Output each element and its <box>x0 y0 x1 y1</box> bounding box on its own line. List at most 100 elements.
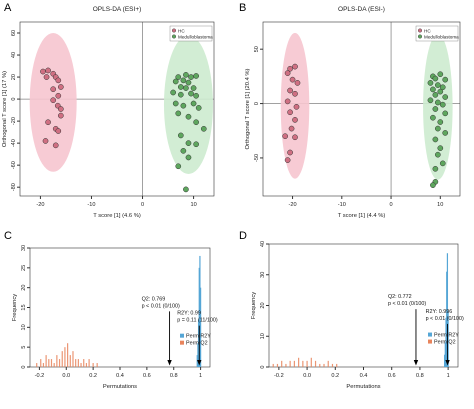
perm-r2y-bar <box>199 255 201 367</box>
medulloblastoma-point <box>177 132 184 139</box>
hc-point <box>287 149 293 156</box>
perm-q2-bar <box>58 359 61 367</box>
perm-q2-bar <box>314 360 317 367</box>
medulloblastoma-point <box>434 151 441 158</box>
x-tick-label: 0.0 <box>303 373 311 379</box>
hc-point <box>292 117 298 123</box>
hc-point <box>284 70 291 76</box>
medulloblastoma-point <box>190 85 197 91</box>
perm-q2-bar <box>298 357 300 367</box>
y-tick-label: 30 <box>260 272 266 278</box>
hc-point <box>289 76 296 83</box>
medulloblastoma-point <box>175 110 182 117</box>
hc-point <box>57 106 64 112</box>
perm-q2-bar <box>302 360 304 367</box>
perm-q2-bar <box>85 363 88 367</box>
perm-q2-bar <box>83 359 85 367</box>
perm-r2y-bar <box>197 343 199 367</box>
legend-marker <box>428 332 432 337</box>
medulloblastoma-point <box>442 94 449 100</box>
x-tick-label: 0 <box>141 202 144 208</box>
y-tick-label: 0 <box>260 365 266 368</box>
hc-point <box>287 87 293 94</box>
medulloblastoma-point <box>434 82 441 88</box>
medulloblastoma-point <box>183 85 189 91</box>
panel-label: B <box>239 2 246 14</box>
medulloblastoma-point <box>437 71 444 78</box>
medulloblastoma-point <box>430 86 436 93</box>
medulloblastoma-point <box>190 100 197 107</box>
perm-q2-bar <box>92 363 94 367</box>
perm-q2-bar <box>80 363 82 367</box>
panel-label: C <box>4 230 12 242</box>
x-axis-label: T score [1] (4.6 %) <box>93 213 141 219</box>
y-tick-label: 40 <box>260 241 266 247</box>
medulloblastoma-point <box>430 182 436 188</box>
medulloblastoma-point <box>427 80 434 86</box>
perm-q2-bar <box>53 363 55 367</box>
y-axis-label: Orthogonal T score [1] (20.4 %) <box>245 68 251 149</box>
y-axis-label: Frequency <box>12 294 18 321</box>
y-tick-label: 10 <box>260 333 266 339</box>
perm-q2-bar <box>336 363 338 367</box>
hc-point <box>282 133 289 140</box>
perm-q2-bar <box>72 351 74 367</box>
legend-label: Perm Q2 <box>434 339 456 345</box>
legend-label: Medulloblastoma <box>178 34 213 39</box>
perm-r2y-bar <box>198 267 200 367</box>
medulloblastoma-point <box>183 72 189 78</box>
legend-marker <box>418 34 423 39</box>
legend-marker <box>180 340 184 345</box>
y-tick-label: 20 <box>260 302 266 308</box>
medulloblastoma-point <box>442 130 449 136</box>
y-tick-label: 10 <box>21 324 27 330</box>
medulloblastoma-point <box>193 92 199 99</box>
medulloblastoma-point <box>432 75 439 82</box>
y-tick-label: 0 <box>11 98 17 101</box>
perm-q2-bar <box>323 363 325 367</box>
hc-point <box>42 138 49 144</box>
panel-title: OPLS-DA (ESI-) <box>338 6 385 13</box>
x-tick-label: 0.2 <box>331 373 339 379</box>
perm-q2-bar <box>331 363 334 367</box>
hc-point <box>284 157 291 163</box>
hc-point <box>45 119 51 126</box>
medulloblastoma-point <box>439 84 446 91</box>
medulloblastoma-point <box>180 77 187 84</box>
medulloblastoma-point <box>430 114 436 121</box>
annotation-text: p < 0.01 (0/100) <box>426 316 464 322</box>
perm-q2-bar <box>50 359 53 367</box>
hc-point <box>57 84 64 90</box>
medulloblastoma-point <box>439 101 446 108</box>
x-tick-label: 0.0 <box>62 373 70 379</box>
hc-point <box>292 134 298 141</box>
legend-box <box>415 25 459 42</box>
annotation-arrow-head <box>197 360 202 366</box>
medulloblastoma-point <box>193 73 199 79</box>
medulloblastoma-point <box>172 100 179 107</box>
legend-marker <box>428 339 432 344</box>
y-axis-label: Orthogonal T score [1] (17 %) <box>2 71 8 147</box>
hc-point <box>287 109 293 116</box>
perm-q2-bar <box>56 355 58 367</box>
perm-q2-bar <box>289 360 291 367</box>
x-tick-label: -10 <box>87 202 95 208</box>
annotation-text: Q2: 0.772 <box>388 294 412 300</box>
annotation-arrow-head <box>413 360 419 366</box>
x-tick-label: 0.8 <box>170 373 178 379</box>
perm-q2-bar <box>69 355 71 367</box>
medulloblastoma-point <box>439 160 446 167</box>
x-axis-label: Permutations <box>346 384 380 390</box>
perm-r2y-bar <box>196 355 198 367</box>
hc-point <box>287 65 293 72</box>
y-tick-label: 5 <box>21 346 27 349</box>
x-tick-label: -10 <box>338 202 346 208</box>
legend-label: Perm Q2 <box>186 340 208 346</box>
hc-point <box>50 86 57 93</box>
y-tick-label: 20 <box>21 285 27 291</box>
x-tick-label: -0.2 <box>274 373 284 379</box>
y-tick-label: 0 <box>21 365 27 368</box>
hc-point <box>43 74 50 80</box>
